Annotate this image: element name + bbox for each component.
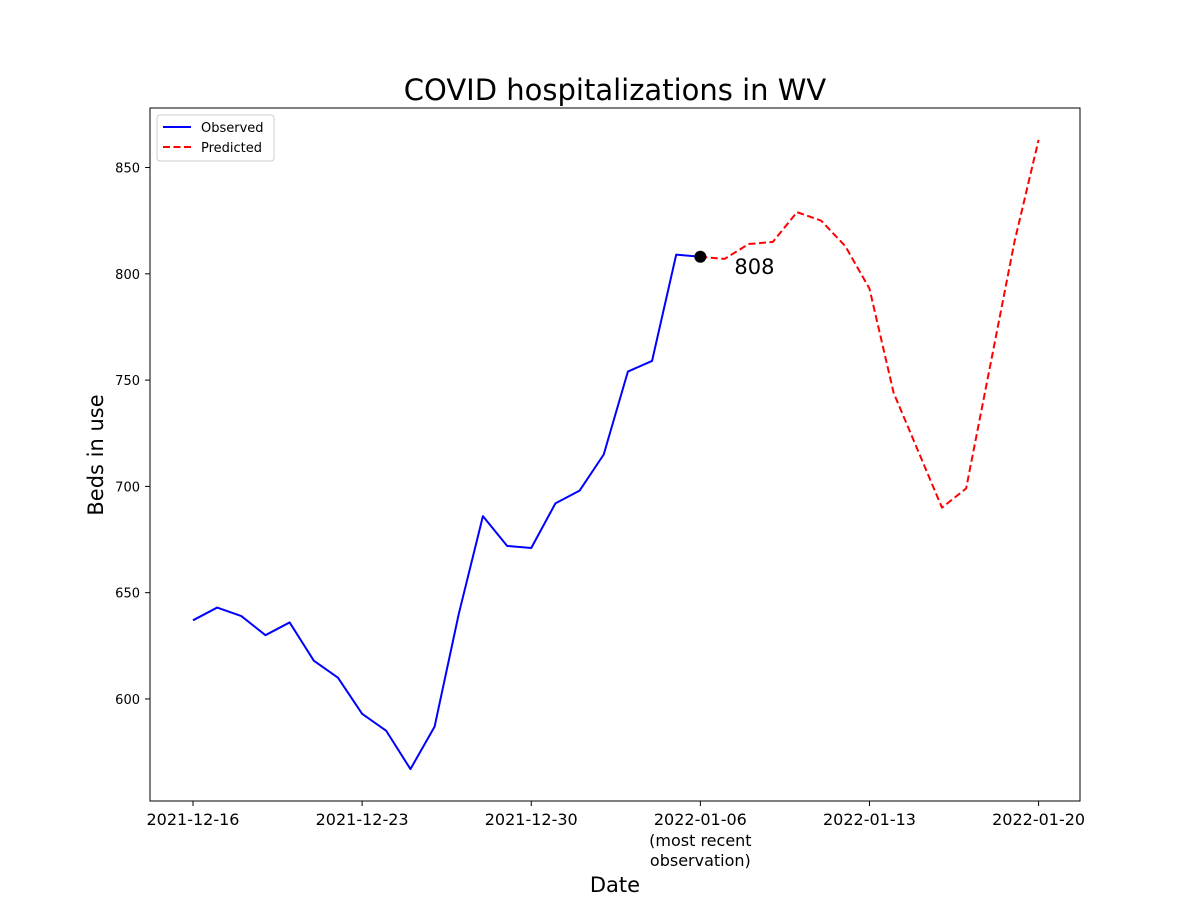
x-tick-label: 2022-01-20: [992, 810, 1085, 829]
x-tick-sublabel: observation): [650, 851, 751, 870]
x-tick-label: 2021-12-23: [316, 810, 409, 829]
legend-label-observed: Observed: [201, 121, 264, 136]
y-tick-label: 700: [115, 480, 140, 495]
legend: Observed Predicted: [157, 115, 274, 161]
x-tick-label: 2021-12-16: [147, 810, 240, 829]
x-tick-label: 2021-12-30: [485, 810, 578, 829]
x-axis-label: Date: [590, 873, 640, 897]
annotation-label: 808: [734, 255, 774, 279]
y-tick-label: 650: [115, 587, 140, 602]
y-tick-label: 600: [115, 693, 140, 708]
x-tick-label: 2022-01-06: [654, 810, 747, 829]
legend-label-predicted: Predicted: [201, 141, 262, 156]
y-axis-label: Beds in use: [84, 394, 108, 515]
x-tick-sublabel: (most recent: [649, 831, 751, 850]
y-tick-label: 800: [115, 268, 140, 283]
x-tick-label: 2022-01-13: [823, 810, 916, 829]
chart-title: COVID hospitalizations in WV: [404, 73, 827, 107]
annotation-marker: [694, 251, 706, 263]
y-tick-label: 850: [115, 162, 140, 177]
y-tick-label: 750: [115, 374, 140, 389]
